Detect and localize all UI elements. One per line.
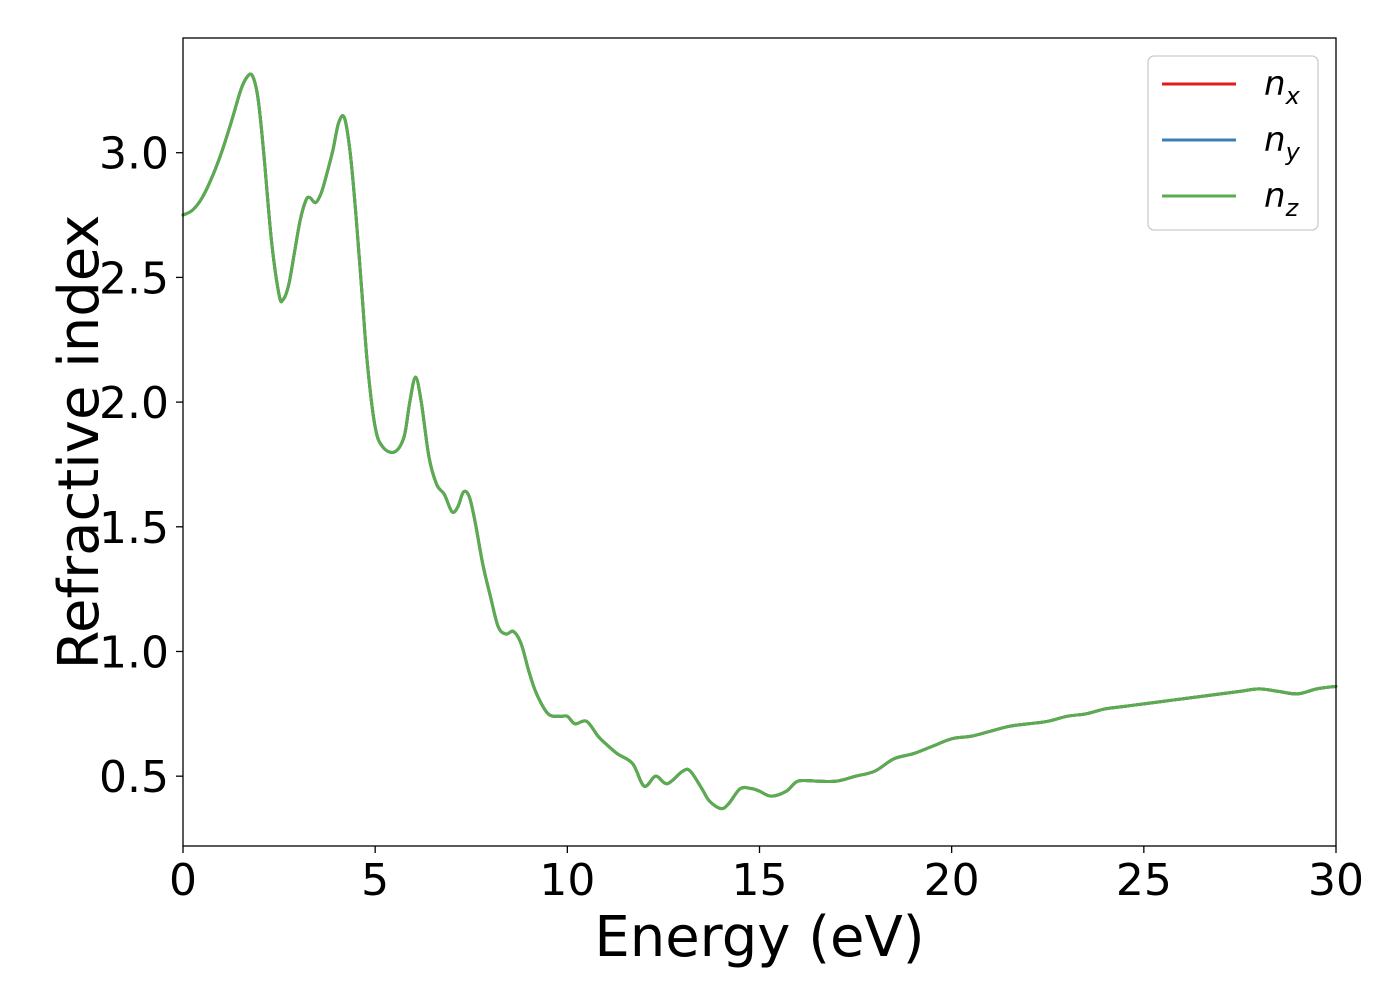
y-axis: 0.5 1.0 1.5 2.0 2.5 3.0 [99,129,183,803]
legend: nx ny nz [1147,55,1319,231]
y-tick-label: 2.0 [99,378,169,429]
y-tick-label: 3.0 [99,129,169,180]
x-tick-label: 15 [732,855,788,906]
x-tick-label: 5 [361,855,389,906]
legend-label: nx [1264,64,1301,110]
y-tick-label: 1.5 [99,503,169,554]
x-tick-label: 10 [539,855,595,906]
legend-label: ny [1264,120,1301,166]
y-tick-label: 2.5 [99,253,169,304]
x-tick-label: 20 [924,855,980,906]
y-axis-title: Refractive index [47,215,112,670]
y-tick-label: 0.5 [99,752,169,803]
x-tick-label: 0 [169,855,197,906]
series-layer [181,72,1338,811]
series-line-n-z [181,72,1338,811]
legend-box [1147,55,1319,231]
x-axis: 0 5 10 15 20 25 30 [169,846,1364,906]
legend-label: nz [1264,176,1300,222]
x-tick-label: 30 [1308,855,1364,906]
x-tick-label: 25 [1116,855,1172,906]
y-tick-label: 1.0 [99,627,169,678]
x-axis-title: Energy (eV) [594,905,924,970]
